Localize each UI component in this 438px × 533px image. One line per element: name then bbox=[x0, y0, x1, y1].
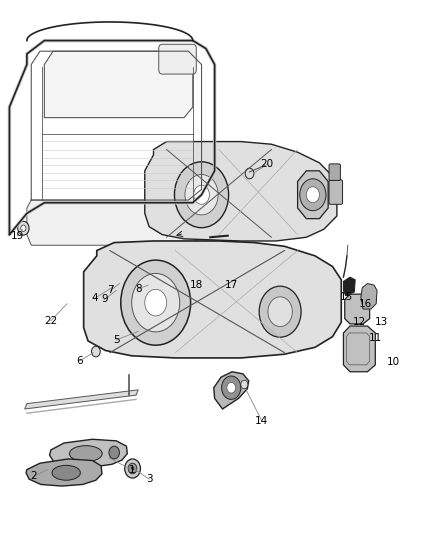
Text: 1: 1 bbox=[128, 465, 135, 474]
Polygon shape bbox=[361, 284, 377, 309]
Circle shape bbox=[241, 380, 248, 389]
Text: 12: 12 bbox=[353, 317, 366, 327]
Text: 6: 6 bbox=[76, 356, 83, 366]
Circle shape bbox=[132, 273, 180, 332]
Text: 11: 11 bbox=[369, 333, 382, 343]
Text: 22: 22 bbox=[44, 316, 57, 326]
Polygon shape bbox=[84, 241, 341, 358]
Text: 13: 13 bbox=[375, 317, 388, 327]
Circle shape bbox=[109, 446, 120, 459]
Polygon shape bbox=[343, 326, 375, 372]
Circle shape bbox=[227, 382, 236, 393]
Text: 15: 15 bbox=[340, 292, 353, 302]
Circle shape bbox=[21, 225, 26, 231]
Text: 2: 2 bbox=[30, 472, 37, 481]
Text: 18: 18 bbox=[190, 280, 203, 290]
Circle shape bbox=[194, 185, 209, 204]
FancyBboxPatch shape bbox=[329, 180, 343, 204]
Polygon shape bbox=[25, 390, 138, 409]
Text: 5: 5 bbox=[113, 335, 120, 345]
Text: 10: 10 bbox=[387, 357, 400, 367]
Circle shape bbox=[145, 289, 166, 316]
Circle shape bbox=[300, 179, 326, 211]
Polygon shape bbox=[343, 277, 355, 296]
Circle shape bbox=[121, 260, 191, 345]
Polygon shape bbox=[44, 51, 193, 118]
Ellipse shape bbox=[52, 465, 81, 480]
Polygon shape bbox=[27, 189, 201, 245]
Polygon shape bbox=[345, 294, 370, 324]
Circle shape bbox=[259, 286, 301, 337]
Circle shape bbox=[306, 187, 319, 203]
Text: 16: 16 bbox=[359, 298, 372, 309]
Circle shape bbox=[185, 174, 218, 215]
FancyBboxPatch shape bbox=[329, 164, 340, 180]
Circle shape bbox=[245, 168, 254, 179]
Text: 9: 9 bbox=[101, 294, 108, 304]
Text: 8: 8 bbox=[135, 284, 141, 294]
Circle shape bbox=[125, 459, 141, 478]
Polygon shape bbox=[26, 459, 102, 486]
Circle shape bbox=[268, 297, 292, 327]
Ellipse shape bbox=[70, 446, 102, 462]
Text: 14: 14 bbox=[255, 416, 268, 426]
Polygon shape bbox=[145, 142, 337, 241]
Circle shape bbox=[174, 162, 229, 228]
Circle shape bbox=[131, 466, 134, 471]
FancyBboxPatch shape bbox=[159, 44, 196, 74]
Circle shape bbox=[18, 221, 29, 235]
Text: 3: 3 bbox=[146, 474, 152, 484]
Text: 7: 7 bbox=[107, 286, 114, 295]
Text: 17: 17 bbox=[225, 280, 238, 290]
Polygon shape bbox=[49, 439, 127, 467]
Polygon shape bbox=[297, 171, 328, 219]
Text: 19: 19 bbox=[11, 231, 24, 241]
Text: 20: 20 bbox=[261, 159, 274, 169]
Circle shape bbox=[92, 346, 100, 357]
Circle shape bbox=[222, 376, 241, 399]
Text: 4: 4 bbox=[91, 293, 98, 303]
Circle shape bbox=[128, 463, 137, 474]
Polygon shape bbox=[214, 372, 249, 409]
